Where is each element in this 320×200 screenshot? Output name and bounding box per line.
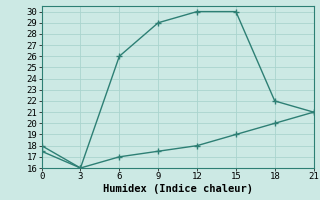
X-axis label: Humidex (Indice chaleur): Humidex (Indice chaleur)	[103, 184, 252, 194]
